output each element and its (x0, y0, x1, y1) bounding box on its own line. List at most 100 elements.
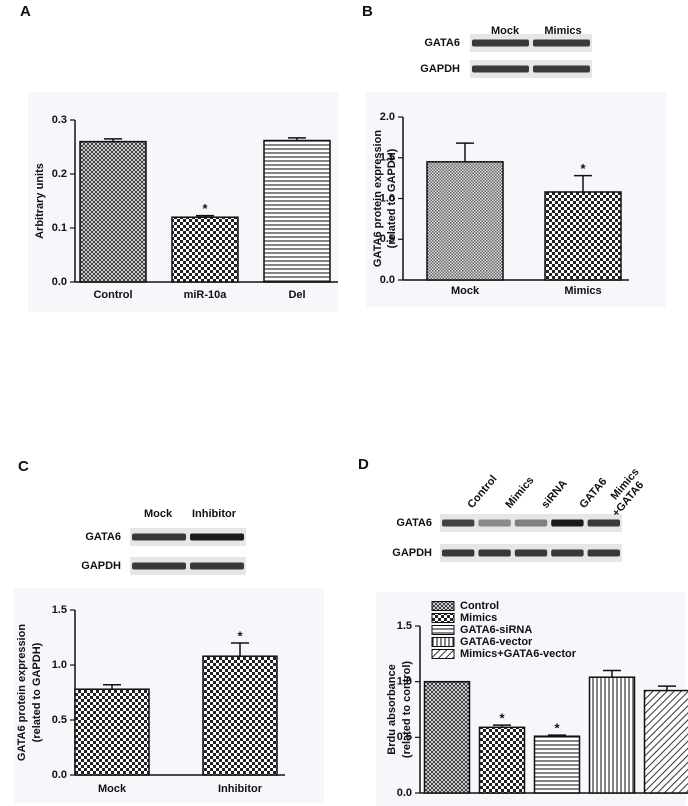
bar (263, 139, 331, 283)
bar (426, 161, 504, 281)
x-tick-label: Mock (451, 285, 480, 297)
bar (171, 216, 239, 283)
blot-band (587, 549, 620, 557)
blot-band (472, 65, 529, 73)
blot-band (533, 65, 590, 73)
x-tick-label: Mock (98, 783, 127, 795)
x-tick-label: Del (288, 289, 305, 301)
error-bar (603, 669, 621, 678)
blot-lane-label: GATA6 (577, 476, 609, 511)
y-axis-label: (related to control) (401, 661, 413, 759)
legend-swatch (431, 625, 455, 635)
panel-letter: A (20, 3, 31, 20)
y-tick-label: 0.5 (397, 731, 412, 743)
blot-band (587, 519, 620, 527)
panel-letter: B (362, 3, 373, 20)
significance-mark: * (237, 628, 243, 643)
error-bar (456, 142, 474, 162)
blot-strip (470, 60, 592, 78)
y-tick-label: 0.0 (52, 769, 67, 781)
x-tick-label: miR-10a (184, 289, 228, 301)
x-tick-label: Mimics (564, 285, 601, 297)
y-tick-label: 2.0 (380, 111, 395, 123)
blot-lane-label: siRNA (539, 478, 569, 511)
blot-band (551, 519, 584, 527)
blot-lane-label: Control (465, 473, 499, 511)
bar (544, 191, 622, 281)
legend-swatch (431, 637, 455, 647)
significance-mark: * (580, 161, 586, 176)
blot-lane-label: Mock (144, 508, 173, 520)
x-tick-label: Inhibitor (218, 783, 263, 795)
y-axis-label: (related to GAPDH) (31, 642, 43, 742)
y-tick-label: 1.0 (380, 192, 395, 204)
y-tick-label: 0.0 (397, 787, 412, 799)
legend-label: GATA6-vector (460, 636, 533, 648)
blot-band (442, 519, 475, 527)
blot-lane-label: Mimics (503, 475, 536, 511)
y-tick-label: 0.5 (380, 233, 395, 245)
significance-mark: * (499, 711, 505, 726)
blot-row-label: GATA6 (85, 531, 121, 543)
y-tick-label: 0.3 (52, 114, 67, 126)
blot-row-label: GAPDH (392, 547, 432, 559)
y-tick-label: 0.0 (52, 276, 67, 288)
bar (478, 726, 526, 794)
blot-band (478, 519, 511, 527)
blot-band (472, 39, 529, 47)
error-bar (658, 685, 676, 691)
legend-label: Mimics+GATA6-vector (460, 648, 577, 660)
bar (202, 655, 278, 776)
blot-band (442, 549, 475, 557)
error-bar (548, 734, 566, 737)
legend-label: GATA6-siRNA (460, 624, 532, 636)
error-bar (493, 724, 511, 728)
blot-band (514, 519, 548, 527)
blot-row-label: GAPDH (420, 63, 460, 75)
y-tick-label: 1.0 (52, 659, 67, 671)
error-bar (231, 642, 249, 657)
blot-strip (470, 34, 592, 52)
blot-strip (130, 528, 246, 546)
blot-row-label: GAPDH (81, 560, 121, 572)
error-bar (196, 214, 214, 218)
significance-mark: * (202, 201, 208, 216)
blot-band (190, 533, 244, 541)
blot-row-label: GATA6 (396, 517, 432, 529)
blot-lane-label: Mimics (544, 25, 581, 37)
y-tick-label: 1.5 (397, 620, 412, 632)
significance-mark: * (554, 721, 560, 736)
y-tick-label: 1.5 (52, 604, 67, 616)
legend-swatch (431, 649, 455, 659)
x-tick-label: Control (93, 289, 132, 301)
error-bar (103, 684, 121, 690)
blot-strip (130, 557, 246, 575)
legend-label: Control (460, 600, 499, 612)
bar (588, 676, 636, 794)
y-axis-label: Arbitrary units (34, 163, 46, 239)
blot-band (514, 549, 548, 557)
panel-letter: D (358, 456, 369, 473)
blot-lane-label: Inhibitor (192, 508, 237, 520)
blot-band (478, 549, 511, 557)
y-axis-label: (related to GAPDH) (386, 148, 398, 248)
y-tick-label: 1.5 (380, 152, 395, 164)
blot-band (132, 562, 186, 570)
bar (533, 735, 581, 794)
error-bar (574, 174, 592, 192)
error-bar (288, 137, 306, 141)
legend-swatch (431, 601, 455, 611)
bar (423, 680, 471, 794)
panel-letter: C (18, 458, 29, 475)
blot-row-label: GATA6 (424, 37, 460, 49)
blot-band (551, 549, 584, 557)
legend-label: Mimics (460, 612, 497, 624)
y-tick-label: 0.2 (52, 168, 67, 180)
y-tick-label: 0.0 (380, 274, 395, 286)
y-axis-label: GATA6 protein expression (372, 130, 384, 267)
blot-lane-label: Mock (491, 25, 520, 37)
y-axis-label: GATA6 protein expression (16, 624, 28, 761)
error-bar (104, 138, 122, 142)
y-tick-label: 0.5 (52, 714, 67, 726)
y-axis-label: Brdu absorbance (386, 664, 398, 754)
